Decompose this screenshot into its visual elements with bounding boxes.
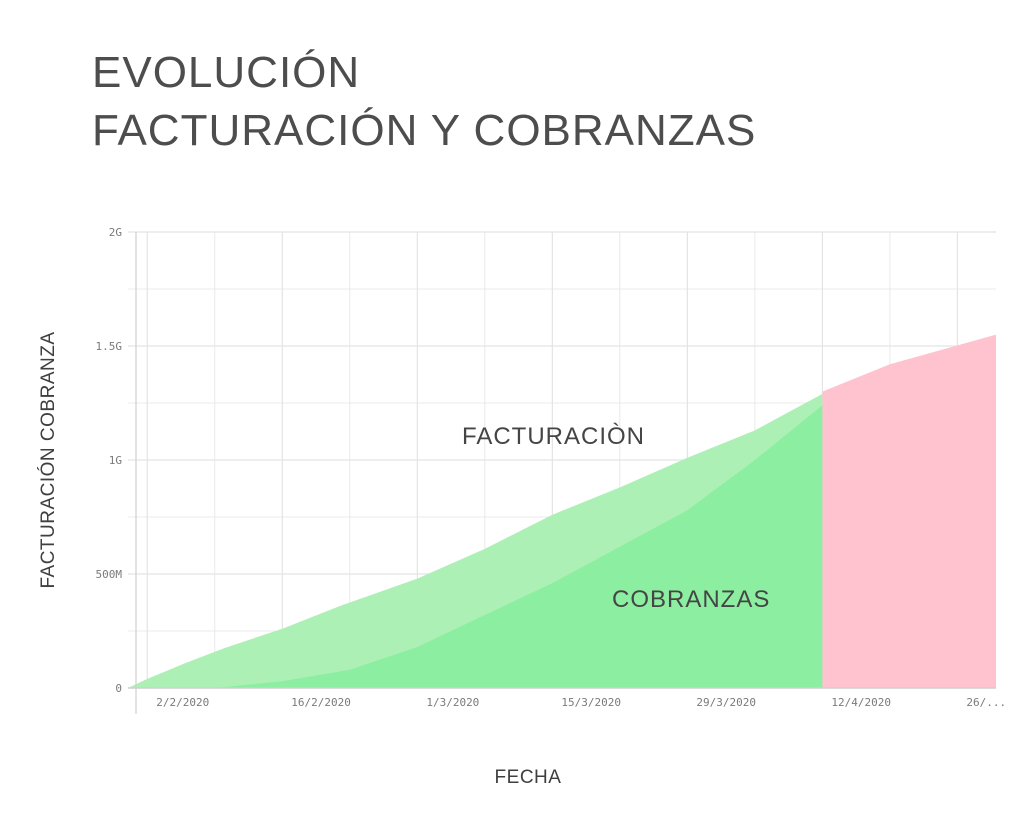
title-line-2: FACTURACIÓN Y COBRANZAS xyxy=(92,106,757,155)
x-tick-label: 15/3/2020 xyxy=(561,696,621,709)
x-tick-labels: 2/2/2020 16/2/2020 1/3/2020 15/3/2020 29/3/2… xyxy=(156,696,1006,709)
x-tick-label: 16/2/2020 xyxy=(291,696,351,709)
annotation-cobranzas: COBRANZAS xyxy=(612,586,770,613)
y-tick-labels: 0 500M 1G 1.5G 2G xyxy=(96,226,123,695)
y-tick-label: 500M xyxy=(96,568,123,581)
annotation-facturacion: FACTURACIÒN xyxy=(462,423,645,450)
title-line-1: EVOLUCIÓN xyxy=(92,48,361,97)
x-tick-label: 1/3/2020 xyxy=(426,696,479,709)
series-area-cobranzas xyxy=(128,405,823,688)
y-axis-label: FACTURACIÓN COBRANZA xyxy=(37,331,59,588)
x-tick-label: 2/2/2020 xyxy=(156,696,209,709)
axes xyxy=(128,232,996,714)
x-tick-label: 29/3/2020 xyxy=(696,696,756,709)
series-areas xyxy=(128,334,996,688)
x-tick-label: 12/4/2020 xyxy=(831,696,891,709)
x-tick-label: 26/... xyxy=(966,696,1006,709)
y-tick-label: 2G xyxy=(109,226,122,239)
series-area-projection xyxy=(822,334,996,688)
y-tick-label: 1.5G xyxy=(96,340,123,353)
x-axis-label: FECHA xyxy=(495,767,562,788)
chart-title: EVOLUCIÓN FACTURACIÓN Y COBRANZAS xyxy=(92,44,756,160)
y-tick-label: 1G xyxy=(109,454,122,467)
y-tick-label: 0 xyxy=(115,682,122,695)
